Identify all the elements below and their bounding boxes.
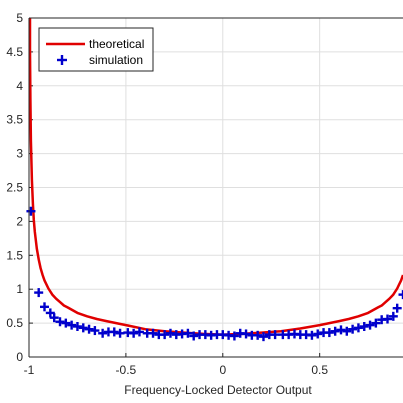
simulation-marker bbox=[61, 318, 71, 328]
simulation-marker bbox=[189, 331, 199, 341]
simulation-marker bbox=[90, 326, 100, 336]
simulation-marker bbox=[98, 328, 108, 338]
simulation-marker bbox=[241, 329, 251, 339]
x-axis-ticks: -1 -0.5 0 0.5 bbox=[24, 353, 328, 377]
simulation-marker bbox=[382, 314, 392, 324]
simulation-marker bbox=[26, 206, 36, 216]
simulation-marker bbox=[398, 290, 403, 300]
simulation-marker bbox=[353, 323, 363, 333]
legend-label-simulation: simulation bbox=[89, 53, 143, 67]
y-tick-label: 0.5 bbox=[6, 316, 23, 330]
simulation-marker bbox=[336, 325, 346, 335]
simulation-marker bbox=[229, 331, 239, 341]
legend-box bbox=[38, 27, 154, 72]
simulation-marker bbox=[348, 324, 358, 334]
simulation-marker bbox=[313, 329, 323, 339]
y-tick-label: 1.5 bbox=[6, 248, 23, 262]
simulation-marker bbox=[34, 288, 44, 298]
x-axis-title: Frequency-Locked Detector Output bbox=[124, 383, 312, 397]
simulation-marker bbox=[72, 321, 82, 331]
legend: theoretical simulation bbox=[38, 27, 154, 72]
simulation-marker bbox=[365, 320, 375, 330]
y-tick-label: 3.5 bbox=[6, 113, 23, 127]
simulation-marker bbox=[160, 330, 170, 340]
y-tick-label: 4 bbox=[16, 79, 23, 93]
simulation-marker bbox=[55, 317, 65, 327]
simulation-marker bbox=[330, 326, 340, 336]
simulation-marker bbox=[392, 303, 402, 313]
simulation-marker bbox=[148, 328, 158, 338]
simulation-marker bbox=[307, 330, 317, 340]
simulation-marker bbox=[165, 328, 175, 338]
x-tick-label: -1 bbox=[24, 363, 35, 377]
y-tick-label: 2.5 bbox=[6, 181, 23, 195]
series-line-theoretical bbox=[28, 18, 403, 336]
simulation-marker bbox=[388, 311, 398, 321]
y-tick-label: 3 bbox=[16, 147, 23, 161]
simulation-marker bbox=[78, 323, 88, 333]
simulation-marker bbox=[324, 328, 334, 338]
simulation-marker bbox=[371, 318, 381, 328]
simulation-marker bbox=[84, 324, 94, 334]
simulation-marker bbox=[342, 326, 352, 336]
series bbox=[26, 18, 403, 342]
simulation-marker bbox=[115, 328, 125, 338]
y-tick-label: 0 bbox=[16, 350, 23, 364]
y-axis-ticks: 0 0.5 1 1.5 2 2.5 3 3.5 4 4.5 5 bbox=[6, 11, 33, 364]
y-tick-label: 4.5 bbox=[6, 45, 23, 59]
y-tick-label: 5 bbox=[16, 11, 23, 25]
x-tick-label: -0.5 bbox=[116, 363, 137, 377]
x-tick-label: 0 bbox=[219, 363, 226, 377]
simulation-marker bbox=[40, 302, 50, 312]
simulation-marker bbox=[129, 328, 139, 338]
simulation-marker bbox=[67, 320, 77, 330]
simulation-marker bbox=[359, 321, 369, 331]
y-tick-label: 2 bbox=[16, 214, 23, 228]
simulation-marker bbox=[270, 330, 280, 340]
legend-label-theoretical: theoretical bbox=[89, 37, 144, 51]
simulation-marker bbox=[109, 327, 119, 337]
x-tick-label: 0.5 bbox=[311, 363, 328, 377]
simulation-marker bbox=[258, 332, 268, 342]
simulation-marker bbox=[183, 328, 193, 338]
simulation-marker bbox=[49, 313, 59, 323]
y-tick-label: 1 bbox=[16, 282, 23, 296]
simulation-marker bbox=[134, 327, 144, 337]
simulation-marker bbox=[253, 330, 263, 340]
legend-marker-simulation bbox=[57, 55, 67, 65]
simulation-marker bbox=[45, 308, 55, 318]
